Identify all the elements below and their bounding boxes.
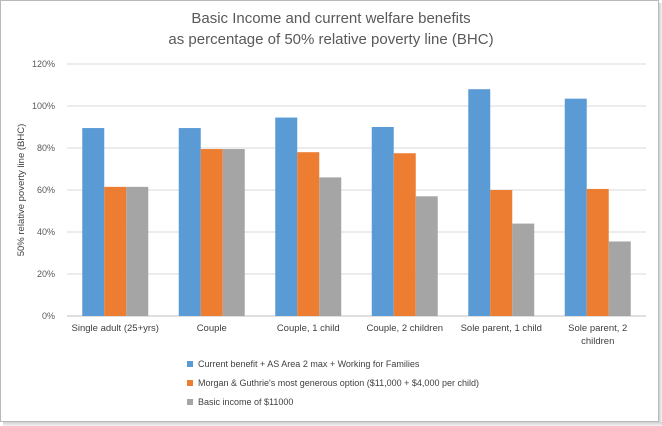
- bar-series-3: [319, 177, 342, 316]
- y-tick-label: 120%: [32, 59, 55, 69]
- y-tick-label: 80%: [37, 143, 55, 153]
- y-tick-label: 60%: [37, 185, 55, 195]
- bar-series-2: [104, 186, 127, 316]
- x-category-label: Couple: [197, 323, 227, 334]
- legend-label: Basic income of $11000: [198, 397, 293, 407]
- x-category-label: Couple, 1 child: [277, 323, 340, 334]
- legend-swatch: [187, 361, 193, 367]
- x-category-label: children: [581, 336, 614, 347]
- legend-swatch: [187, 380, 193, 386]
- x-category-label: Couple, 2 children: [366, 323, 443, 334]
- y-axis-label: 50% relative poverty line (BHC): [16, 124, 27, 257]
- bar-series-3: [512, 223, 535, 316]
- bar-series-2: [297, 152, 320, 316]
- bar-series-2: [490, 190, 513, 316]
- legend-swatch: [187, 399, 193, 405]
- legend-label: Current benefit + AS Area 2 max + Workin…: [198, 359, 420, 369]
- bar-series-1: [82, 128, 105, 316]
- bar-series-1: [371, 127, 394, 316]
- bar-series-1: [178, 128, 201, 316]
- bar-series-3: [222, 149, 245, 316]
- bar-series-2: [200, 149, 223, 316]
- x-category-label: Single adult (25+yrs): [72, 323, 159, 334]
- frame-shadow-bottom: [3, 422, 662, 426]
- legend-label: Morgan & Guthrie's most generous option …: [198, 378, 479, 388]
- y-tick-label: 0%: [42, 311, 55, 321]
- bar-series-1: [564, 98, 587, 317]
- bar-series-1: [275, 117, 298, 316]
- x-category-label: Sole parent, 1 child: [461, 323, 542, 334]
- x-category-label: Sole parent, 2: [568, 323, 627, 334]
- bar-series-3: [608, 241, 631, 316]
- y-tick-label: 100%: [32, 101, 55, 111]
- frame-shadow-right: [659, 3, 662, 425]
- bar-series-3: [415, 196, 438, 316]
- y-tick-label: 40%: [37, 227, 55, 237]
- bar-series-2: [586, 188, 609, 316]
- chart-title-line: as percentage of 50% relative poverty li…: [168, 31, 493, 48]
- bar-series-3: [126, 186, 149, 316]
- bar-series-1: [468, 89, 491, 316]
- bar-series-2: [393, 153, 416, 316]
- chart-title-line: Basic Income and current welfare benefit…: [191, 10, 470, 27]
- y-tick-label: 20%: [37, 269, 55, 279]
